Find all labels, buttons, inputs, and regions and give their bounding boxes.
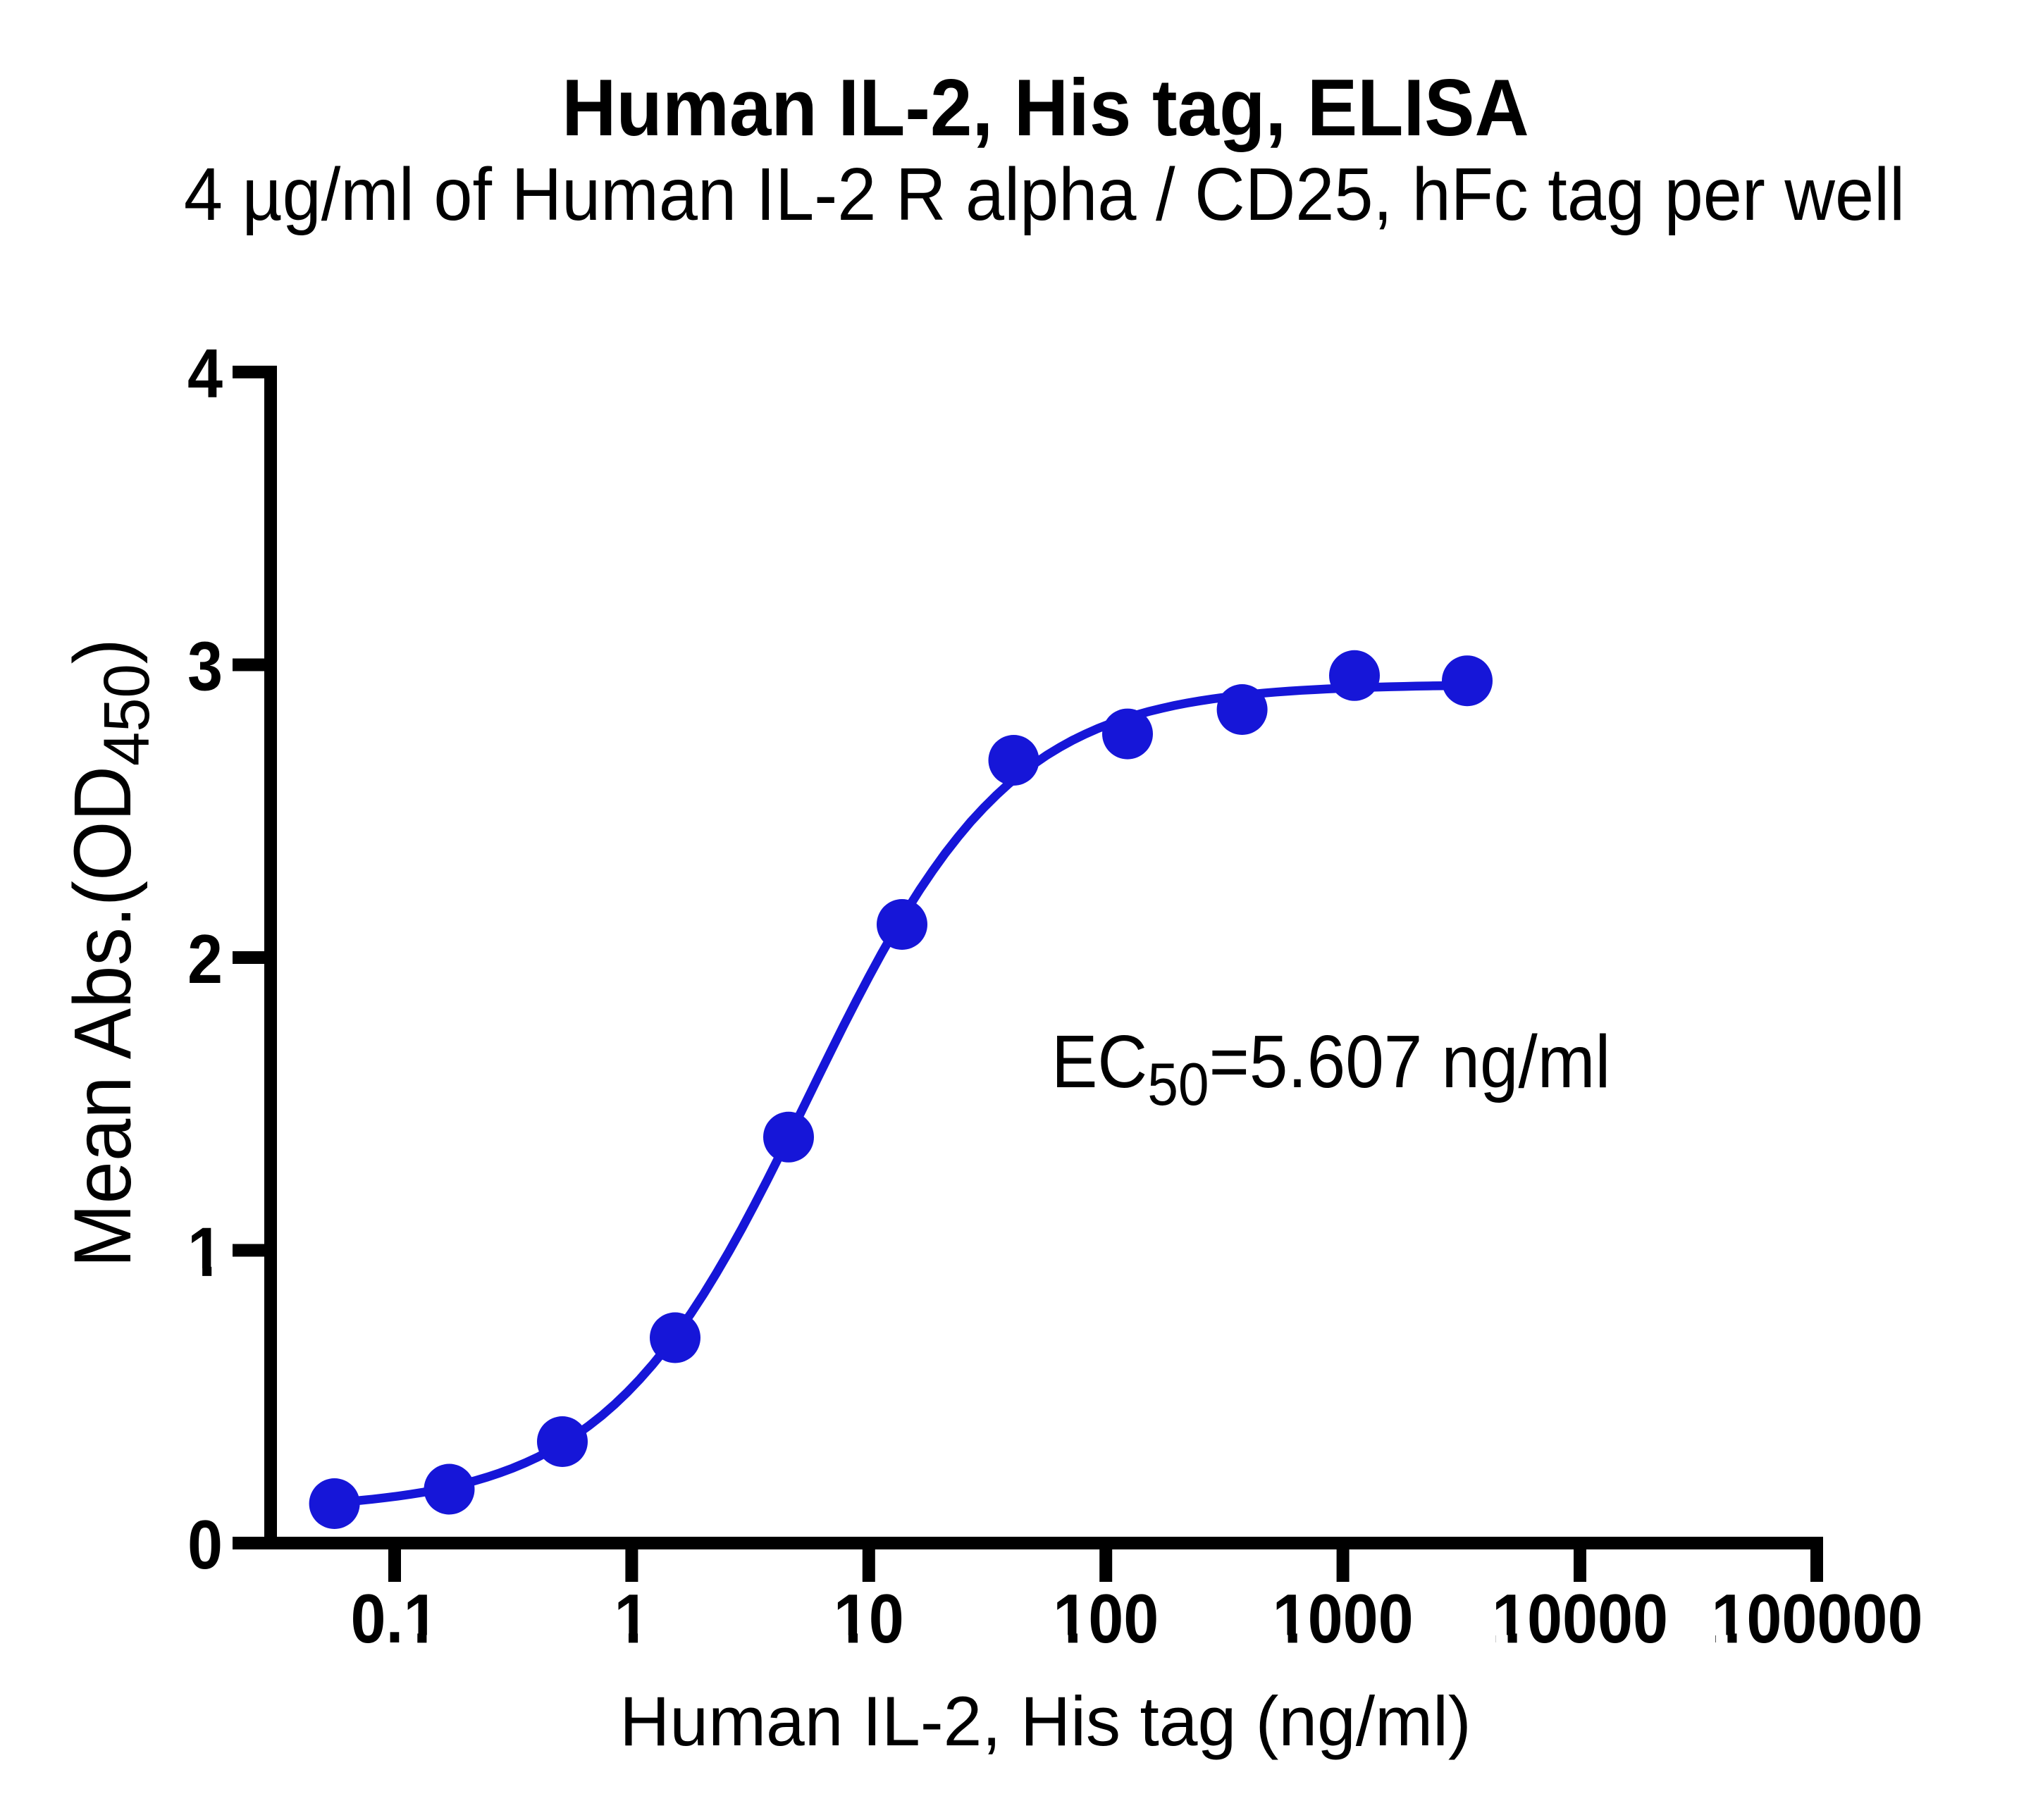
svg-text:Human IL-2, His tag (ng/ml): Human IL-2, His tag (ng/ml) (619, 1683, 1471, 1760)
svg-text:EC50=5.607 ng/ml: EC50=5.607 ng/ml (1051, 1020, 1610, 1118)
svg-text:100000: 100000 (1711, 1580, 1922, 1657)
svg-text:2: 2 (187, 920, 223, 997)
svg-text:3: 3 (187, 628, 223, 705)
svg-text:4 µg/ml of Human IL-2 R alpha: 4 µg/ml of Human IL-2 R alpha / CD25, hF… (184, 152, 1905, 236)
svg-text:1000: 1000 (1273, 1580, 1414, 1657)
svg-text:Human IL-2, His tag, ELISA: Human IL-2, His tag, ELISA (562, 63, 1529, 153)
svg-text:100: 100 (1053, 1580, 1159, 1657)
svg-text:0: 0 (187, 1506, 223, 1583)
svg-text:1: 1 (187, 1213, 223, 1290)
svg-text:4: 4 (187, 335, 223, 411)
svg-text:10000: 10000 (1492, 1580, 1668, 1657)
svg-text:10: 10 (834, 1580, 904, 1657)
svg-text:0.1: 0.1 (350, 1580, 438, 1657)
svg-text:1: 1 (614, 1580, 649, 1657)
